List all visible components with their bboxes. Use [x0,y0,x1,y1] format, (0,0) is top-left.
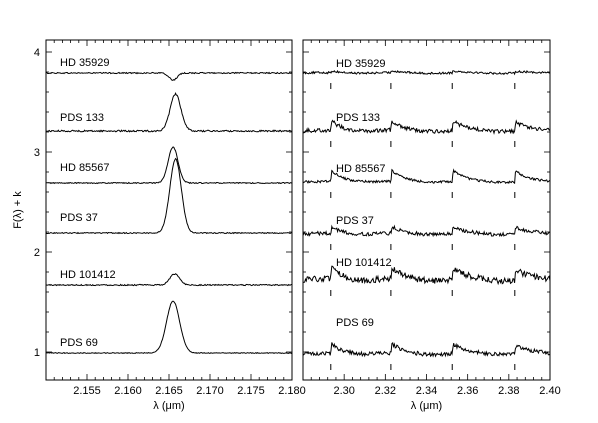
series-label-pds-69: PDS 69 [336,317,374,329]
series-label-hd-101412: HD 101412 [336,257,392,269]
right-x-tick-label: 2.34 [416,385,437,397]
right-x-tick-label: 2.30 [333,385,354,397]
spectrum-pds-69-right [302,341,551,358]
left-plot-frame [45,39,293,381]
series-label-pds-37: PDS 37 [60,212,98,224]
series-label-pds-133: PDS 133 [60,112,104,124]
series-label-hd-85567: HD 85567 [336,163,386,175]
right-x-tick-label: 2.38 [498,385,519,397]
left-x-tick-label: 2.170 [196,385,224,397]
series-label-hd-35929: HD 35929 [336,58,386,70]
y-axis-title: F(λ) + k [12,191,24,229]
spectrum-pds-133-left [45,92,293,133]
spectrum-hd-35929-right [302,69,551,76]
series-label-pds-133: PDS 133 [336,112,380,124]
left-x-tick-label: 2.160 [114,385,142,397]
left-x-tick-label: 2.180 [278,385,306,397]
y-tick-label: 1 [34,347,40,359]
left-x-tick-label: 2.155 [73,385,101,397]
left-x-axis-title: λ (μm) [153,400,184,412]
series-label-pds-37: PDS 37 [336,215,374,227]
spectrum-pds-37-right [302,224,551,238]
series-label-hd-85567: HD 85567 [60,162,110,174]
y-tick-label: 2 [34,247,40,259]
right-x-axis-title: λ (μm) [411,400,442,412]
spectrum-hd-85567-right [302,168,551,185]
left-x-tick-label: 2.165 [155,385,183,397]
spectrum-hd-85567-left [45,146,293,185]
spectrum-pds-69-left [45,300,293,355]
series-label-hd-35929: HD 35929 [60,57,110,69]
series-label-hd-101412: HD 101412 [60,269,116,281]
right-plot-frame [302,39,551,381]
spectrum-hd-101412-left [45,273,293,287]
left-panel: 2.155 2.160 2.165 2.170 2.175 2.180 1 2 3 4 λ (μm)… [12,39,306,412]
series-label-pds-69: PDS 69 [60,337,98,349]
right-x-tick-label: 2.32 [375,385,396,397]
right-panel: 2.30 2.32 2.34 2.36 2.38 2.40 λ (μm) HD 35929 PD… [302,39,561,412]
spectrum-hd-101412-right [302,265,551,286]
right-x-tick-label: 2.36 [457,385,478,397]
spectrum-pds-37-left [45,157,293,235]
right-x-tick-label: 2.40 [539,385,560,397]
spectrum-hd-35929-left [45,71,293,81]
spectrum-pds-133-right [302,119,551,135]
left-x-tick-label: 2.175 [237,385,265,397]
y-tick-label: 4 [34,47,40,59]
y-tick-label: 3 [34,147,40,159]
